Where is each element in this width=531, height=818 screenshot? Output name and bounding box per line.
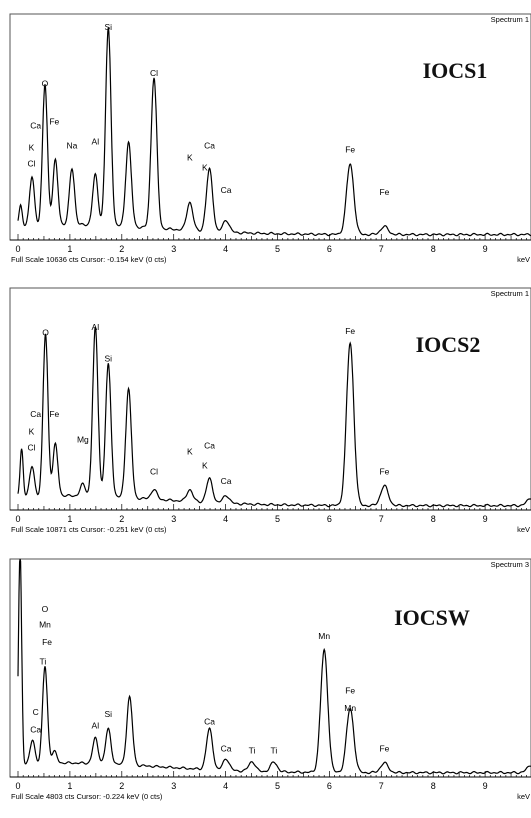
- spectrum-label: Spectrum 1: [491, 15, 529, 24]
- peak-label: Ca: [30, 409, 41, 419]
- spectrum-panel-iocsw: Spectrum 3IOCSW012345678910OMnFeTiCCaAlS…: [0, 555, 531, 818]
- peak-label: Ca: [204, 717, 215, 727]
- plot-frame: [9, 13, 531, 241]
- spectrum-chart-0: Spectrum 1IOCS1012345678910SiClOCaFeKNaA…: [9, 13, 531, 264]
- peak-label: C: [33, 707, 39, 717]
- x-tick-label: 6: [327, 244, 332, 254]
- x-tick-label: 9: [483, 244, 488, 254]
- x-tick-label: 7: [379, 244, 384, 254]
- peak-label: Fe: [345, 326, 355, 336]
- peak-label: K: [187, 153, 193, 163]
- peak-label: K: [202, 460, 208, 470]
- peak-label: Si: [105, 22, 113, 32]
- peak-label: Ca: [221, 185, 232, 195]
- peak-label: Fe: [345, 686, 355, 696]
- x-tick-label: 3: [171, 244, 176, 254]
- peak-label: Ti: [270, 746, 277, 756]
- x-tick-label: 0: [15, 514, 20, 524]
- x-tick-label: 3: [171, 514, 176, 524]
- x-tick-label: 1: [67, 514, 72, 524]
- x-tick-label: 2: [119, 781, 124, 791]
- peak-label: K: [29, 427, 35, 437]
- x-tick-label: 0: [15, 781, 20, 791]
- footer-status: Full Scale 10871 cts Cursor: -0.251 keV …: [11, 525, 167, 534]
- peak-label: Mg: [77, 435, 89, 445]
- x-tick-label: 4: [223, 244, 228, 254]
- peak-label: Al: [92, 720, 100, 730]
- x-tick-label: 8: [431, 781, 436, 791]
- spectrum-line: [17, 27, 531, 237]
- peak-label: Fe: [49, 116, 59, 126]
- sample-title: IOCS1: [423, 58, 488, 83]
- peak-label: Ti: [249, 746, 256, 756]
- spectrum-panel-iocs2: Spectrum 1IOCS2012345678910AlOSiCaFeKClM…: [0, 284, 531, 549]
- peak-label: O: [42, 78, 49, 88]
- x-tick-label: 9: [483, 514, 488, 524]
- footer-status: Full Scale 4803 cts Cursor: -0.224 keV (…: [11, 792, 163, 801]
- peak-label: Mn: [39, 620, 51, 630]
- x-unit-label: keV: [517, 525, 530, 534]
- x-tick-label: 2: [119, 244, 124, 254]
- x-tick-label: 7: [379, 781, 384, 791]
- x-tick-label: 1: [67, 244, 72, 254]
- peak-label: Na: [67, 141, 78, 151]
- peak-label: Ca: [221, 744, 232, 754]
- peak-label: Al: [92, 322, 100, 332]
- x-tick-label: 0: [15, 244, 20, 254]
- peak-label: Mn: [344, 703, 356, 713]
- peak-label: O: [42, 604, 49, 614]
- peak-label: Ca: [30, 724, 41, 734]
- spectrum-panel-iocs1: Spectrum 1IOCS1012345678910SiClOCaFeKNaA…: [0, 0, 531, 278]
- peak-label: K: [187, 447, 193, 457]
- peak-label: Fe: [42, 637, 52, 647]
- peak-label: Cl: [150, 466, 158, 476]
- spectrum-chart-2: Spectrum 3IOCSW012345678910OMnFeTiCCaAlS…: [9, 558, 531, 801]
- peak-label: Mn: [318, 631, 330, 641]
- x-unit-label: keV: [517, 792, 530, 801]
- peak-label: Fe: [379, 187, 389, 197]
- sample-title: IOCSW: [394, 605, 470, 630]
- peak-label: Ca: [221, 476, 232, 486]
- peak-label: Cl: [150, 68, 158, 78]
- peak-label: K: [202, 163, 208, 173]
- plot-frame: [9, 287, 531, 511]
- peak-label: O: [42, 328, 49, 338]
- plot-frame: [9, 558, 531, 778]
- x-unit-label: keV: [517, 255, 530, 264]
- x-tick-label: 5: [275, 244, 280, 254]
- x-tick-label: 3: [171, 781, 176, 791]
- x-tick-label: 1: [67, 781, 72, 791]
- peak-label: Al: [92, 137, 100, 147]
- peak-label: Ca: [204, 141, 215, 151]
- x-tick-label: 9: [483, 781, 488, 791]
- x-tick-label: 4: [223, 514, 228, 524]
- peak-label: Fe: [49, 409, 59, 419]
- peak-label: K: [29, 143, 35, 153]
- spectrum-label: Spectrum 1: [491, 289, 529, 298]
- x-tick-label: 7: [379, 514, 384, 524]
- footer-status: Full Scale 10636 cts Cursor: -0.154 keV …: [11, 255, 167, 264]
- x-tick-label: 5: [275, 781, 280, 791]
- x-tick-label: 8: [431, 244, 436, 254]
- spectrum-label: Spectrum 3: [491, 560, 529, 569]
- spectrum-line: [17, 558, 531, 775]
- peak-label: Ti: [40, 656, 47, 666]
- x-tick-label: 8: [431, 514, 436, 524]
- peak-label: Cl: [27, 443, 35, 453]
- peak-label: Ca: [30, 120, 41, 130]
- peak-label: Fe: [345, 145, 355, 155]
- peak-label: Si: [105, 709, 113, 719]
- peak-label: Fe: [379, 466, 389, 476]
- x-tick-label: 6: [327, 514, 332, 524]
- x-tick-label: 4: [223, 781, 228, 791]
- sample-title: IOCS2: [416, 332, 481, 357]
- spectrum-chart-1: Spectrum 1IOCS2012345678910AlOSiCaFeKClM…: [9, 287, 531, 534]
- peak-label: Cl: [27, 159, 35, 169]
- peak-label: Si: [105, 353, 113, 363]
- peak-label: Ca: [204, 441, 215, 451]
- x-tick-label: 5: [275, 514, 280, 524]
- x-tick-label: 6: [327, 781, 332, 791]
- x-tick-label: 2: [119, 514, 124, 524]
- peak-label: Fe: [379, 744, 389, 754]
